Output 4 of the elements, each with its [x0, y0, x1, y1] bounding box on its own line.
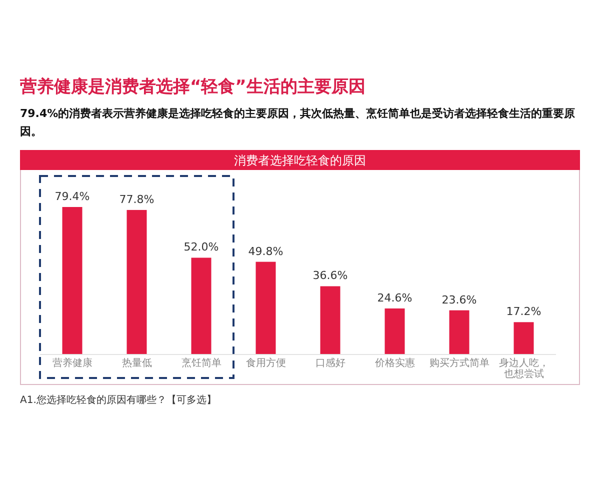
subtitle: 79.4%的消费者表示营养健康是选择吃轻食的主要原因，其次低热量、烹饪简单也是受访者选择轻食生活的重要原因。 — [20, 106, 576, 140]
title: 营养健康是消费者选择“轻食”生活的主要原因 — [20, 76, 366, 98]
annotation: 消费者选择吃轻食的原因 — [234, 154, 366, 168]
annotation: A1.您选择吃轻食的原因有哪些？【可多选】 — [20, 395, 216, 406]
